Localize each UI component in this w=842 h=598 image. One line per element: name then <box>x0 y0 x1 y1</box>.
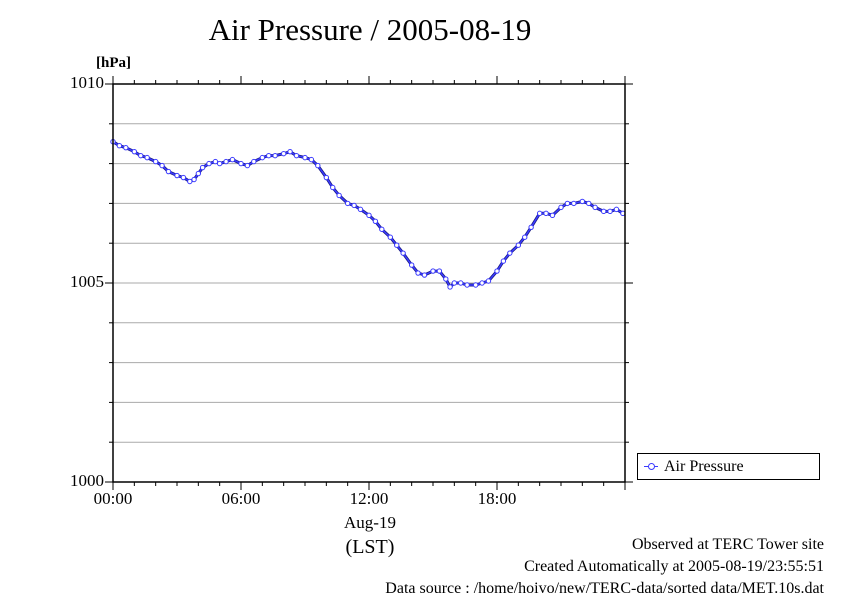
series-line <box>112 141 624 289</box>
data-point <box>549 212 556 219</box>
data-point <box>238 160 244 167</box>
data-point <box>366 212 372 219</box>
data-point <box>507 250 513 256</box>
data-point <box>586 200 592 207</box>
footer-created: Created Automatically at 2005-08-19/23:5… <box>524 558 824 575</box>
data-point <box>415 270 421 276</box>
data-point <box>251 158 257 165</box>
data-point <box>494 268 500 274</box>
data-point <box>287 148 293 155</box>
legend-entry-air-pressure: Air Pressure <box>664 457 744 475</box>
data-point <box>472 282 479 288</box>
data-point <box>351 202 357 209</box>
data-point <box>464 282 470 288</box>
legend: Air Pressure <box>637 453 820 480</box>
data-point <box>152 158 159 165</box>
data-point <box>180 174 187 181</box>
x-axis-label: (LST) <box>345 536 395 558</box>
x-tick-label: 00:00 <box>93 489 133 508</box>
data-point <box>536 210 543 217</box>
data-point <box>479 280 485 286</box>
data-point <box>336 192 342 199</box>
data-point <box>165 168 172 175</box>
data-point <box>330 184 336 191</box>
data-point <box>323 174 330 181</box>
data-point <box>302 154 308 161</box>
data-point <box>592 204 598 211</box>
x-tick-label: 18:00 <box>477 489 517 508</box>
data-point <box>522 234 528 240</box>
x-tick-label: 12:00 <box>349 489 389 508</box>
legend-swatch-icon <box>644 462 658 472</box>
data-point <box>229 156 236 163</box>
data-point <box>308 156 315 163</box>
data-point <box>195 170 202 177</box>
y-tick-label: 1005 <box>70 272 104 291</box>
data-point <box>600 208 607 215</box>
data-point <box>144 154 150 161</box>
data-point <box>430 268 436 274</box>
data-point <box>451 280 458 286</box>
data-point <box>515 242 522 248</box>
footer-observed: Observed at TERC Tower site <box>631 536 824 553</box>
data-point <box>558 204 564 211</box>
y-tick-label: 1000 <box>70 471 104 490</box>
y-tick-label: 1010 <box>70 73 104 92</box>
data-point <box>408 262 415 268</box>
data-point <box>458 280 464 286</box>
data-point <box>293 152 300 159</box>
data-point <box>436 268 443 274</box>
data-point <box>528 224 534 230</box>
data-point <box>421 272 428 278</box>
data-point <box>131 148 138 155</box>
data-point <box>500 258 507 264</box>
footer-data-source: Data source : /home/hoivo/new/TERC-data/… <box>385 580 824 597</box>
data-point <box>223 158 229 165</box>
y-axis-unit-label: [hPa] <box>96 55 131 71</box>
x-axis-date-label: Aug-19 <box>344 513 396 532</box>
data-point <box>174 172 180 179</box>
data-point <box>272 152 278 159</box>
data-point <box>191 176 197 183</box>
data-point <box>357 206 364 213</box>
data-point <box>244 162 251 169</box>
data-point <box>199 164 206 171</box>
data-point <box>259 154 266 161</box>
data-point <box>216 160 223 167</box>
series-layer <box>110 139 626 290</box>
data-point <box>123 144 129 151</box>
data-point <box>543 210 549 217</box>
data-point <box>372 218 379 225</box>
data-point <box>447 284 453 290</box>
data-point <box>206 160 212 167</box>
data-point <box>613 206 620 213</box>
chart-title: Air Pressure / 2005-08-19 <box>208 12 532 47</box>
data-point <box>394 242 400 248</box>
data-point <box>379 226 385 232</box>
data-point <box>400 250 406 256</box>
data-point <box>280 150 287 157</box>
data-point <box>443 276 449 282</box>
data-point <box>607 208 613 215</box>
data-point <box>212 158 219 165</box>
axis-ticks <box>105 76 633 490</box>
gridlines <box>113 123 625 443</box>
data-point <box>138 152 144 159</box>
data-point <box>266 152 272 159</box>
data-point <box>187 178 193 185</box>
data-point <box>485 278 492 284</box>
data-point <box>159 162 165 169</box>
data-point <box>344 200 351 207</box>
data-point <box>116 142 123 149</box>
data-point <box>387 234 394 240</box>
data-point <box>571 200 577 207</box>
data-point <box>315 162 321 169</box>
x-tick-label: 06:00 <box>221 489 261 508</box>
data-point <box>564 200 571 207</box>
data-point <box>579 198 586 205</box>
